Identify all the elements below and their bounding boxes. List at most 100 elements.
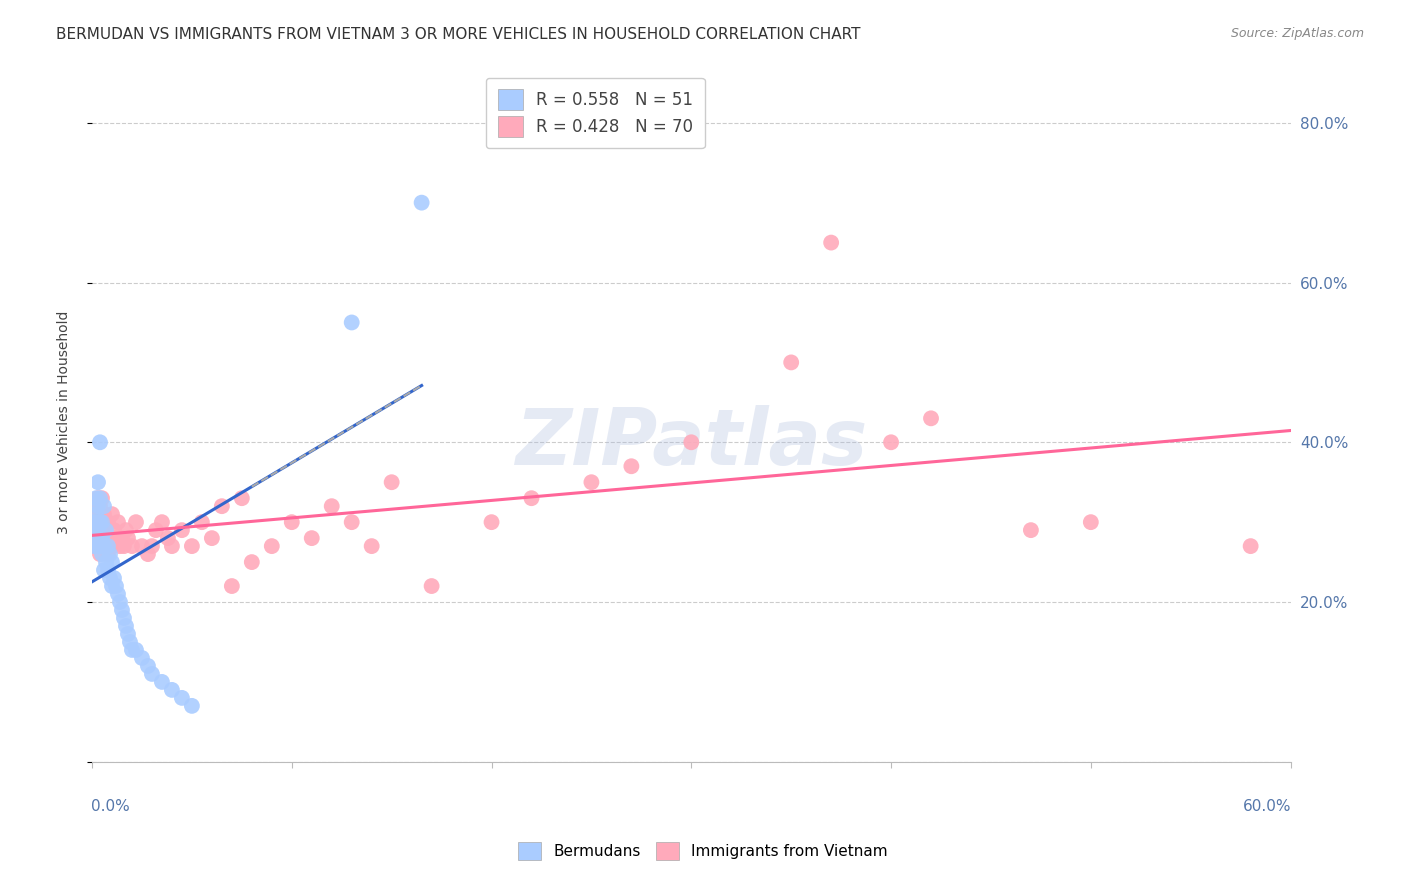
Point (101, 539, 124, 553)
Text: 0.0%: 0.0% (91, 799, 129, 814)
Text: Source: ZipAtlas.com: Source: ZipAtlas.com (1230, 27, 1364, 40)
Point (98, 571, 121, 585)
Point (104, 531, 127, 545)
Point (94, 523, 117, 537)
Point (112, 611, 135, 625)
Point (84, 523, 107, 537)
Point (94, 555, 117, 569)
Point (1019, 523, 1042, 537)
Point (170, 523, 193, 537)
Point (83, 515, 105, 529)
Point (83, 531, 105, 545)
Point (89, 539, 111, 553)
Point (87, 507, 110, 521)
Point (170, 690, 193, 705)
Point (104, 579, 127, 593)
Point (87, 539, 110, 553)
Point (93, 531, 115, 545)
Point (83, 515, 105, 529)
Point (620, 459, 643, 474)
Point (89, 531, 111, 545)
Y-axis label: 3 or more Vehicles in Household: 3 or more Vehicles in Household (58, 310, 72, 534)
Point (83, 539, 105, 553)
Point (125, 643, 148, 657)
Point (360, 539, 382, 553)
Point (211, 499, 233, 513)
Point (91, 547, 114, 561)
Point (191, 515, 214, 529)
Point (97, 547, 120, 561)
Point (98, 547, 121, 561)
Point (321, 499, 343, 513)
Point (84, 491, 107, 506)
Point (340, 515, 363, 529)
Point (93, 563, 115, 577)
Point (420, 579, 443, 593)
Point (111, 531, 134, 545)
Point (180, 539, 202, 553)
Point (89, 523, 111, 537)
Point (91, 515, 114, 529)
Point (481, 515, 503, 529)
Point (780, 355, 803, 369)
Point (160, 539, 183, 553)
Point (581, 475, 603, 490)
Point (281, 515, 304, 529)
Point (160, 682, 183, 697)
Point (121, 643, 143, 657)
Point (87, 499, 110, 513)
Point (89, 435, 111, 450)
Point (681, 435, 703, 450)
Point (820, 235, 842, 250)
Point (141, 539, 163, 553)
Point (107, 515, 129, 529)
Legend: Bermudans, Immigrants from Vietnam: Bermudans, Immigrants from Vietnam (512, 836, 894, 866)
Legend: R = 0.558   N = 51, R = 0.428   N = 70: R = 0.558 N = 51, R = 0.428 N = 70 (486, 78, 704, 148)
Text: 60.0%: 60.0% (1243, 799, 1292, 814)
Point (880, 435, 903, 450)
Point (94, 515, 117, 529)
Point (920, 411, 942, 425)
Point (87, 539, 110, 553)
Point (97, 539, 120, 553)
Point (97, 563, 120, 577)
Point (87, 523, 110, 537)
Point (131, 651, 153, 665)
Point (118, 635, 141, 649)
Point (141, 667, 163, 681)
Point (201, 531, 224, 545)
Text: ZIPatlas: ZIPatlas (515, 405, 868, 481)
Point (101, 555, 124, 569)
Point (260, 539, 283, 553)
Point (221, 579, 243, 593)
Point (91, 539, 114, 553)
Point (1080, 515, 1102, 529)
Point (93, 507, 115, 521)
Point (84, 531, 107, 545)
Point (145, 523, 167, 537)
Point (87, 515, 110, 529)
Point (89, 547, 111, 561)
Point (136, 547, 159, 561)
Point (84, 499, 107, 513)
Point (91, 531, 114, 545)
Point (125, 515, 148, 529)
Point (340, 316, 363, 330)
Point (1240, 539, 1263, 553)
Point (84, 507, 107, 521)
Point (112, 539, 135, 553)
Point (381, 475, 404, 490)
Point (103, 571, 125, 585)
Point (411, 195, 433, 210)
Point (108, 539, 131, 553)
Point (89, 499, 111, 513)
Point (107, 587, 129, 601)
Point (103, 523, 125, 537)
Point (115, 619, 138, 633)
Point (89, 515, 111, 529)
Point (115, 523, 138, 537)
Point (84, 531, 107, 545)
Point (94, 539, 117, 553)
Point (98, 531, 121, 545)
Point (93, 539, 115, 553)
